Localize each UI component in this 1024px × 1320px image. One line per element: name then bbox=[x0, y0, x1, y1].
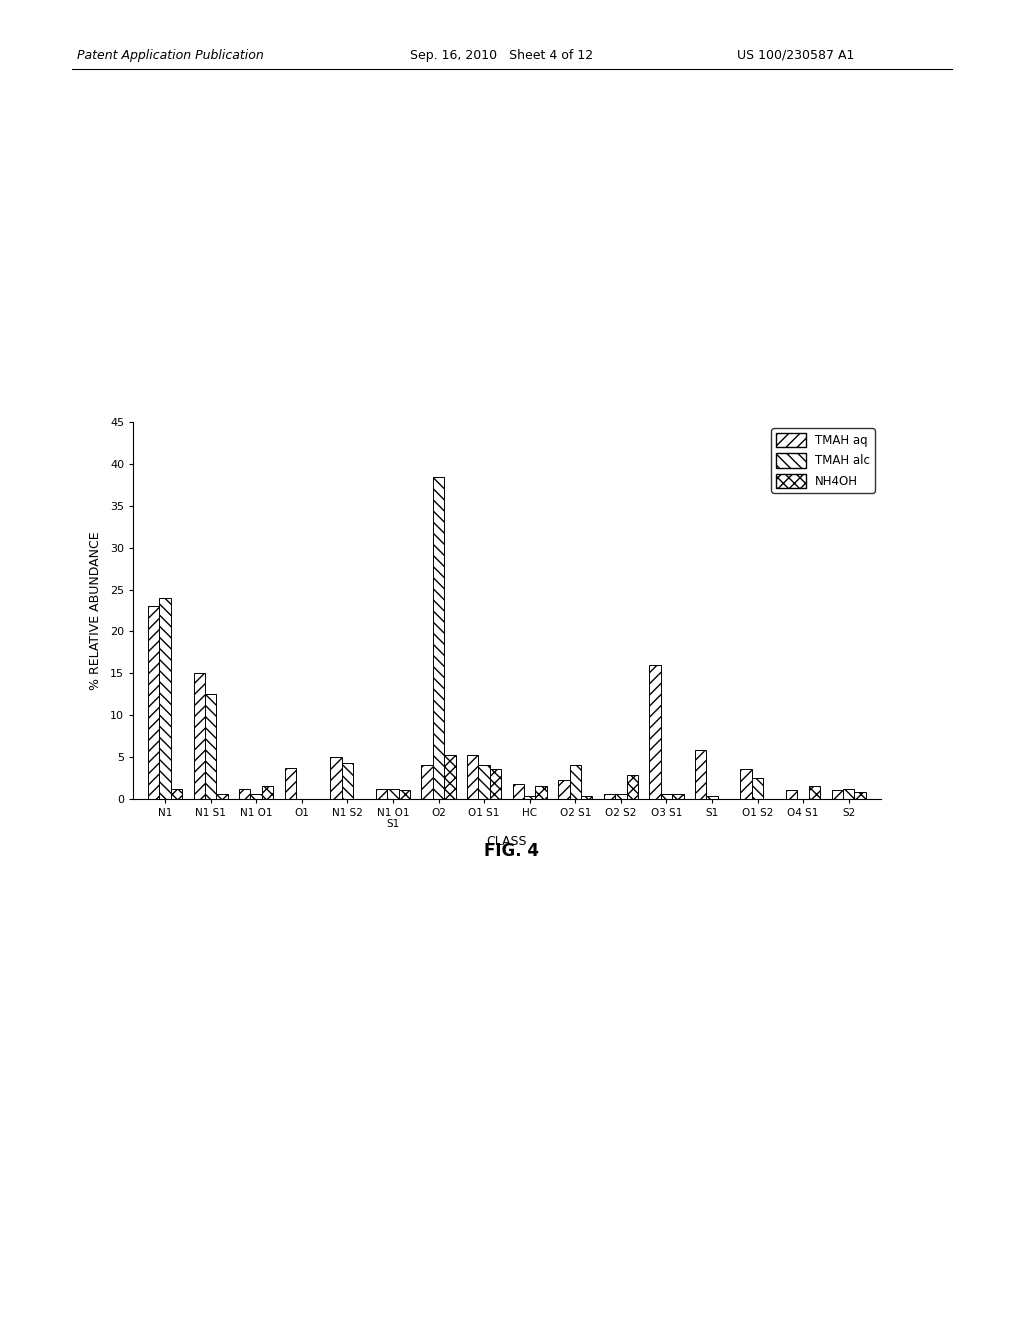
Bar bbox=[786, 791, 798, 799]
Bar bbox=[695, 750, 707, 799]
Bar bbox=[422, 766, 433, 799]
Bar bbox=[569, 766, 581, 799]
Bar bbox=[160, 598, 171, 799]
Bar bbox=[285, 768, 296, 799]
Bar bbox=[707, 796, 718, 799]
Bar bbox=[331, 756, 342, 799]
Bar bbox=[262, 787, 273, 799]
Bar bbox=[536, 787, 547, 799]
Bar bbox=[251, 795, 262, 799]
Bar bbox=[171, 788, 182, 799]
Bar bbox=[672, 795, 683, 799]
Bar bbox=[467, 755, 478, 799]
Bar bbox=[478, 766, 489, 799]
Text: FIG. 4: FIG. 4 bbox=[484, 842, 540, 861]
Bar bbox=[752, 777, 763, 799]
Bar bbox=[627, 775, 638, 799]
Bar bbox=[831, 791, 843, 799]
Bar bbox=[513, 784, 524, 799]
Bar bbox=[615, 795, 627, 799]
Bar bbox=[489, 770, 501, 799]
Bar bbox=[376, 788, 387, 799]
Text: Sep. 16, 2010   Sheet 4 of 12: Sep. 16, 2010 Sheet 4 of 12 bbox=[410, 49, 593, 62]
Bar bbox=[398, 791, 410, 799]
Bar bbox=[194, 673, 205, 799]
Bar bbox=[740, 770, 752, 799]
Bar bbox=[387, 788, 398, 799]
Bar bbox=[524, 796, 536, 799]
Bar bbox=[854, 792, 866, 799]
Bar bbox=[444, 755, 456, 799]
Bar bbox=[660, 795, 672, 799]
Bar bbox=[433, 477, 444, 799]
Bar bbox=[581, 796, 592, 799]
Bar bbox=[342, 763, 353, 799]
Bar bbox=[216, 793, 227, 799]
Y-axis label: % RELATIVE ABUNDANCE: % RELATIVE ABUNDANCE bbox=[89, 531, 101, 690]
Bar bbox=[843, 788, 854, 799]
Bar bbox=[205, 694, 216, 799]
X-axis label: CLASS: CLASS bbox=[486, 834, 527, 847]
Bar bbox=[239, 788, 251, 799]
Bar bbox=[604, 795, 615, 799]
Bar bbox=[649, 665, 660, 799]
Bar bbox=[809, 787, 820, 799]
Bar bbox=[147, 606, 160, 799]
Bar bbox=[558, 780, 569, 799]
Text: Patent Application Publication: Patent Application Publication bbox=[77, 49, 263, 62]
Legend: TMAH aq, TMAH alc, NH4OH: TMAH aq, TMAH alc, NH4OH bbox=[771, 428, 874, 492]
Text: US 100/230587 A1: US 100/230587 A1 bbox=[737, 49, 855, 62]
